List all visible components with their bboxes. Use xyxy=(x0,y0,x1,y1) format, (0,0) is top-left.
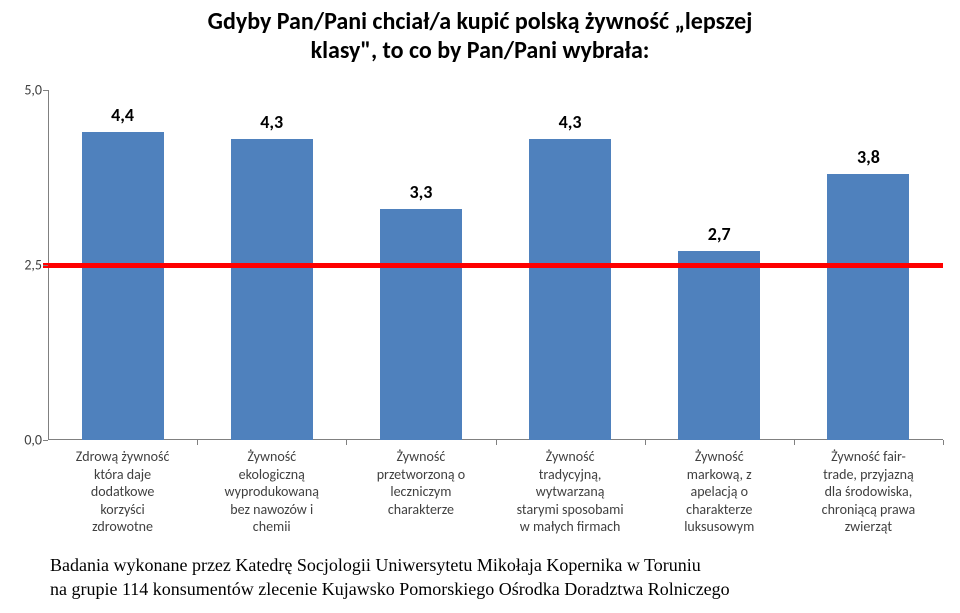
footer-line2: na grupie 114 konsumentów zlecenie Kujaw… xyxy=(50,578,910,601)
bar-chart: 0,02,55,0 4,44,33,34,32,73,8 xyxy=(48,90,943,440)
bar-group: 4,4 xyxy=(82,132,164,440)
chart-title-line1: Gdyby Pan/Pani chciał/a kupić polską żyw… xyxy=(0,8,960,37)
bar xyxy=(678,251,760,440)
chart-title: Gdyby Pan/Pani chciał/a kupić polską żyw… xyxy=(0,0,960,66)
y-tick-label: 0,0 xyxy=(24,432,42,449)
footer-caption: Badania wykonane przez Katedrę Socjologi… xyxy=(50,554,910,601)
bar-group: 2,7 xyxy=(678,251,760,440)
bar-value-label: 3,3 xyxy=(380,181,462,203)
bar-group: 4,3 xyxy=(231,139,313,440)
x-axis-label: Żywność fair-trade, przyjaznądla środowi… xyxy=(794,448,943,536)
x-tick-mark xyxy=(645,440,646,445)
y-tick-mark xyxy=(43,265,48,266)
x-tick-mark xyxy=(197,440,198,445)
x-tick-mark xyxy=(496,440,497,445)
y-tick-label: 2,5 xyxy=(24,257,42,274)
bar xyxy=(231,139,313,440)
bar xyxy=(827,174,909,440)
bar-group: 3,8 xyxy=(827,174,909,440)
x-axis-label: Zdrową żywnośćktóra dajedodatkowekorzyśc… xyxy=(48,448,197,536)
y-tick-mark xyxy=(43,90,48,91)
bar xyxy=(380,209,462,440)
bar xyxy=(529,139,611,440)
footer-line1: Badania wykonane przez Katedrę Socjologi… xyxy=(50,554,910,577)
x-axis-label: Żywnośćmarkową, zapelacją ocharakterzelu… xyxy=(645,448,794,536)
y-tick-label: 5,0 xyxy=(24,82,42,99)
x-tick-mark xyxy=(943,440,944,445)
x-axis-label: Żywnośćekologicznąwyprodukowanąbez nawoz… xyxy=(197,448,346,536)
x-axis-label: Żywnośćprzetworzoną oleczniczymcharakter… xyxy=(346,448,495,518)
bar-value-label: 3,8 xyxy=(827,146,909,168)
bar-group: 4,3 xyxy=(529,139,611,440)
y-tick-mark xyxy=(43,440,48,441)
bar-value-label: 2,7 xyxy=(678,223,760,245)
chart-title-line2: klasy", to co by Pan/Pani wybrała: xyxy=(0,37,960,66)
bar-group: 3,3 xyxy=(380,209,462,440)
x-tick-mark xyxy=(794,440,795,445)
x-axis-label: Żywnośćtradycyjną,wytwarzanąstarymi spos… xyxy=(496,448,645,536)
bar-value-label: 4,3 xyxy=(529,111,611,133)
x-tick-mark xyxy=(346,440,347,445)
bar-value-label: 4,4 xyxy=(82,104,164,126)
bar-value-label: 4,3 xyxy=(231,111,313,133)
y-axis: 0,02,55,0 xyxy=(8,90,48,440)
reference-line xyxy=(43,263,943,268)
bar xyxy=(82,132,164,440)
